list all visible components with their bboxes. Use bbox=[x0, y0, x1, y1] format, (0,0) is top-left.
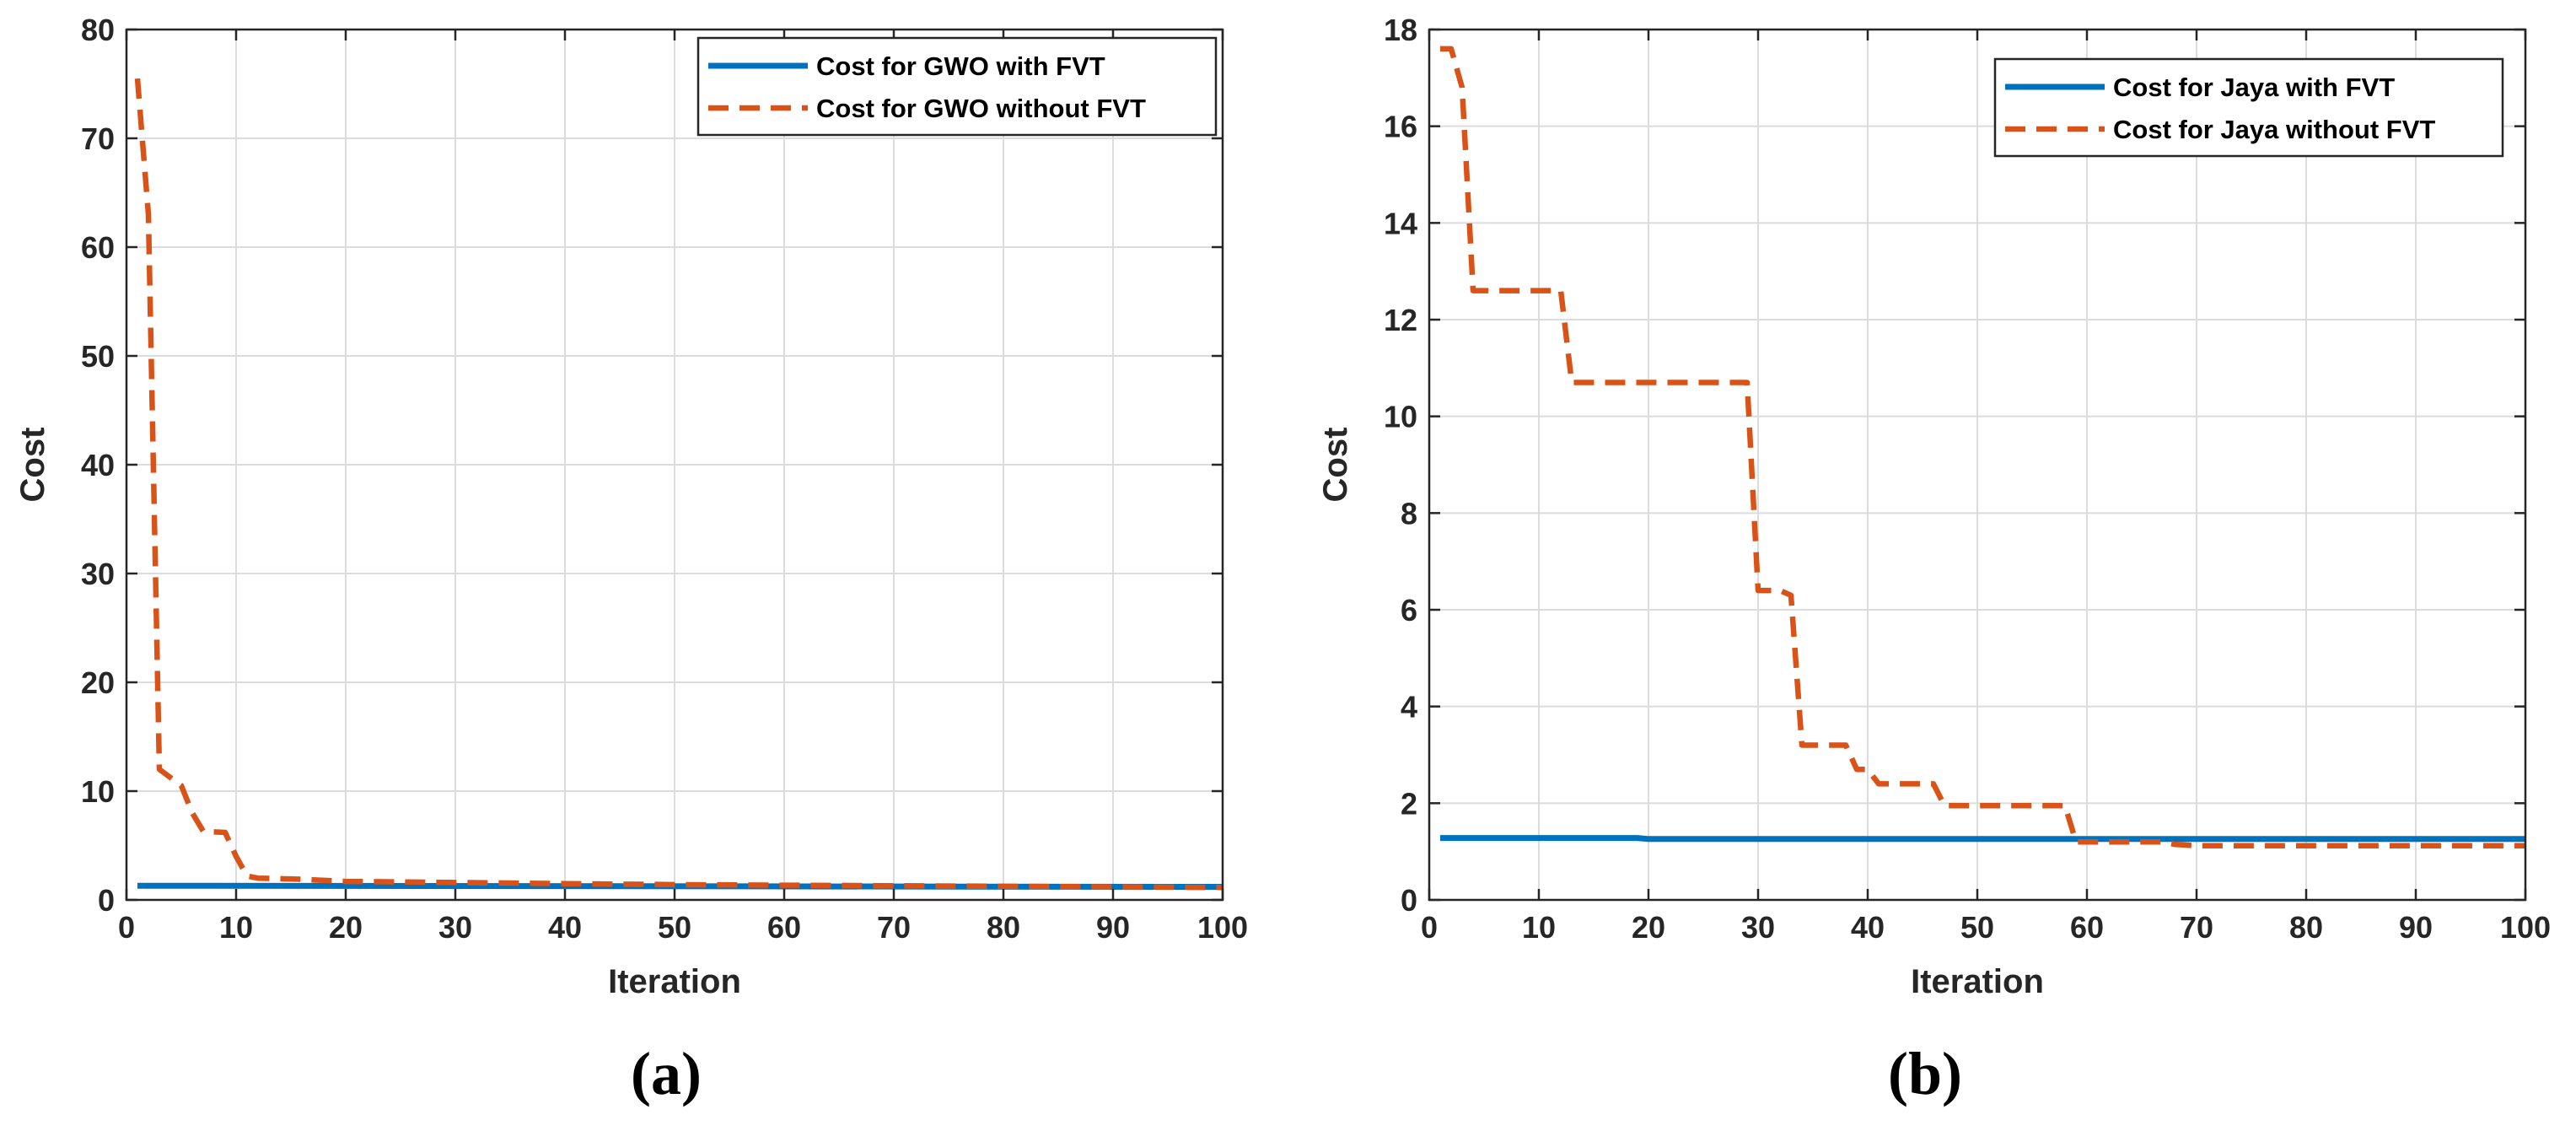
y-tick-label: 6 bbox=[1401, 593, 1417, 627]
y-axis-label: Cost bbox=[1317, 428, 1354, 503]
legend-box bbox=[696, 36, 1218, 137]
series-line-without-fvt bbox=[134, 78, 1223, 891]
x-tick-label: 0 bbox=[1421, 910, 1438, 945]
y-tick-label: 30 bbox=[81, 557, 115, 591]
x-axis-label: Iteration bbox=[608, 963, 741, 1000]
panel-label: (a) bbox=[631, 1040, 702, 1107]
x-tick-label: 40 bbox=[548, 910, 582, 945]
panel-label: (b) bbox=[1888, 1040, 1962, 1107]
chart-panel-b: 0 10 20 30 40 50 60 70 80 90 100 0 2 4 6 8 10 12 14 16 18 Ite… bbox=[1317, 13, 2551, 1107]
y-tick-label: 12 bbox=[1384, 303, 1417, 337]
y-tick-label: 10 bbox=[1384, 400, 1417, 434]
x-tick-label: 40 bbox=[1851, 910, 1885, 945]
x-tick-label: 100 bbox=[2500, 910, 2551, 945]
legend-label: Cost for GWO without FVT bbox=[816, 94, 1146, 123]
y-tick-label: 16 bbox=[1384, 110, 1417, 144]
y-tick-label: 4 bbox=[1401, 690, 1417, 724]
chart-panel-a: 0 10 20 30 40 50 60 70 80 90 100 0 10 20 30 40 50 60 70 80 I… bbox=[14, 13, 1248, 1107]
x-tick-label: 10 bbox=[219, 910, 253, 945]
x-tick-label: 90 bbox=[2399, 910, 2433, 945]
y-tick-label: 18 bbox=[1384, 13, 1417, 47]
y-tick-label: 8 bbox=[1401, 496, 1417, 530]
legend-label: Cost for Jaya without FVT bbox=[2113, 115, 2435, 144]
legend-label: Cost for GWO with FVT bbox=[816, 51, 1105, 81]
x-tick-label: 50 bbox=[1960, 910, 1994, 945]
y-tick-label: 0 bbox=[1401, 883, 1417, 918]
y-tick-label: 60 bbox=[81, 230, 115, 265]
y-tick-label: 50 bbox=[81, 339, 115, 374]
x-axis-label: Iteration bbox=[1911, 963, 2044, 1000]
series-line-with-fvt bbox=[1440, 835, 2525, 843]
x-tick-label: 30 bbox=[1741, 910, 1775, 945]
series-line-without-fvt bbox=[1440, 46, 2525, 849]
x-tick-label: 80 bbox=[2289, 910, 2323, 945]
x-tick-label: 60 bbox=[2070, 910, 2104, 945]
y-axis-label: Cost bbox=[14, 428, 51, 503]
x-tick-label: 70 bbox=[877, 910, 911, 945]
x-tick-label: 20 bbox=[329, 910, 363, 945]
y-tick-label: 0 bbox=[98, 883, 115, 918]
legend: Cost for GWO with FVT Cost for GWO withou… bbox=[696, 36, 1218, 137]
x-tick-label: 50 bbox=[658, 910, 691, 945]
y-tick-label: 80 bbox=[81, 13, 115, 47]
x-tick-label: 30 bbox=[438, 910, 472, 945]
x-tick-label: 80 bbox=[987, 910, 1020, 945]
y-tick-label: 40 bbox=[81, 448, 115, 482]
x-tick-label: 70 bbox=[2180, 910, 2213, 945]
x-tick-label: 60 bbox=[767, 910, 801, 945]
y-tick-label: 10 bbox=[81, 774, 115, 809]
x-tick-label: 100 bbox=[1197, 910, 1248, 945]
y-tick-label: 14 bbox=[1384, 206, 1417, 240]
y-tick-label: 2 bbox=[1401, 786, 1417, 821]
x-tick-label: 10 bbox=[1522, 910, 1556, 945]
y-tick-label: 70 bbox=[81, 121, 115, 156]
y-tick-label: 20 bbox=[81, 665, 115, 700]
x-tick-label: 90 bbox=[1096, 910, 1130, 945]
legend: Cost for Jaya with FVT Cost for Jaya with… bbox=[1993, 57, 2504, 158]
legend-label: Cost for Jaya with FVT bbox=[2113, 73, 2395, 102]
legend-box bbox=[1993, 57, 2504, 158]
x-tick-label: 20 bbox=[1632, 910, 1665, 945]
x-tick-label: 0 bbox=[118, 910, 135, 945]
